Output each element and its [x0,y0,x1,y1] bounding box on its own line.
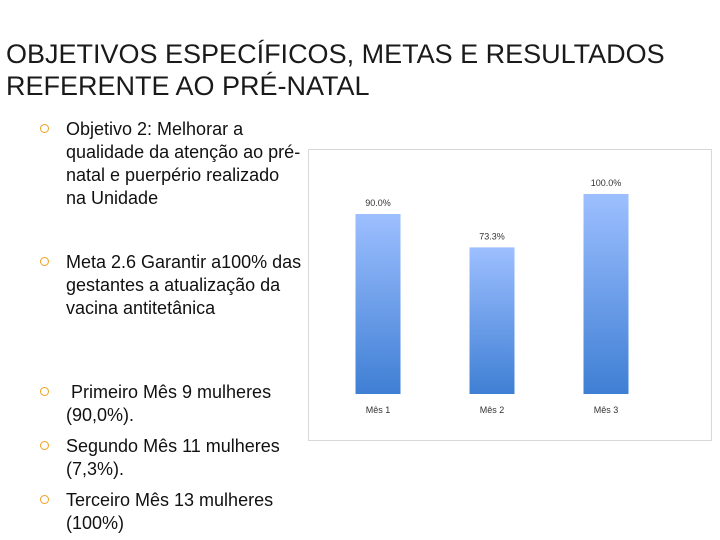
chart-bar-1 [355,214,401,394]
circle-outline-icon [40,257,49,266]
bullet-month-3: Terceiro Mês 13 mulheres (100%) [40,489,302,535]
bar-chart-svg: 90.0% 73.3% 100.0% Mês 1 Mês 2 Mês 3 [355,178,629,415]
chart-data-label-2: 73.3% [479,231,505,241]
bar-chart: 90.0% 73.3% 100.0% Mês 1 Mês 2 Mês 3 [308,149,712,441]
bullet-text: Meta 2.6 Garantir a100% das gestantes a … [66,252,307,318]
slide-title-line-2: REFERENTE AO PRÉ-NATAL [6,71,370,101]
chart-bar-3 [583,194,629,394]
circle-outline-icon [40,441,49,450]
bullet-month-2: Segundo Mês 11 mulheres (7,3%). [40,435,302,481]
chart-bar-2 [469,247,515,394]
circle-outline-icon [40,387,49,396]
bullet-text: Objetivo 2: Melhorar a qualidade da aten… [66,119,301,208]
bullet-objective: Objetivo 2: Melhorar a qualidade da aten… [40,118,302,210]
circle-outline-icon [40,495,49,504]
bullet-list: Objetivo 2: Melhorar a qualidade da aten… [0,0,320,540]
chart-data-label-3: 100.0% [591,178,622,188]
chart-data-labels: 90.0% 73.3% 100.0% [365,178,621,241]
bullet-text: Segundo Mês 11 mulheres (7,3%). [66,436,285,479]
chart-data-label-1: 90.0% [365,198,391,208]
chart-category-label-2: Mês 2 [480,405,505,415]
chart-category-labels: Mês 1 Mês 2 Mês 3 [366,405,619,415]
bullet-text: Terceiro Mês 13 mulheres (100%) [66,490,279,533]
bullet-goal: Meta 2.6 Garantir a100% das gestantes a … [40,251,302,320]
slide-title: OBJETIVOS ESPECÍFICOS, METAS E RESULTADO… [6,38,716,102]
bullet-month-1: Primeiro Mês 9 mulheres (90,0%). [40,381,302,427]
circle-outline-icon [40,124,49,133]
bullet-text: Primeiro Mês 9 mulheres (90,0%). [66,382,277,425]
slide-title-line-1: OBJETIVOS ESPECÍFICOS, METAS E RESULTADO… [6,39,665,69]
chart-bars [355,194,629,394]
chart-category-label-1: Mês 1 [366,405,391,415]
chart-category-label-3: Mês 3 [594,405,619,415]
